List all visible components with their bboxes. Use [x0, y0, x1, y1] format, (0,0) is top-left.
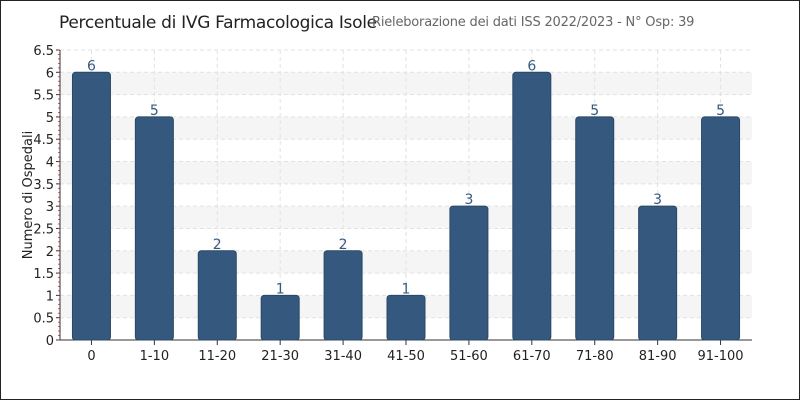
- y-tick-label: 3: [46, 200, 54, 215]
- data-label: 2: [339, 237, 348, 253]
- y-tick-label: 4: [46, 156, 54, 171]
- y-tick-label: 3.5: [33, 178, 54, 193]
- y-tick-label: 1: [46, 289, 54, 304]
- bar: [638, 205, 678, 341]
- bar: [323, 250, 363, 341]
- y-tick-label: 6.5: [33, 44, 54, 59]
- x-tick-label: 11-20: [198, 349, 236, 364]
- chart-subtitle: Rieleborazione dei dati ISS 2022/2023 - …: [372, 15, 695, 30]
- bar: [260, 294, 300, 341]
- data-label: 1: [402, 281, 411, 297]
- x-tick-label: 41-50: [387, 349, 425, 364]
- y-tick-label: 5: [46, 111, 54, 126]
- chart-title: Percentuale di IVG Farmacologica Isole: [59, 13, 377, 33]
- bar: [386, 294, 426, 341]
- x-tick-label: 51-60: [450, 349, 488, 364]
- data-labels: 6 5 2 1 2 1 3 6 5 3 5: [87, 58, 725, 297]
- data-label: 6: [87, 58, 96, 74]
- bar: [512, 71, 552, 341]
- data-label: 2: [213, 237, 222, 253]
- grid-band: [60, 72, 752, 95]
- y-tick-labels: 0 0.5 1 1.5 2 2.5 3 3.5 4 4.5 5 5.5 6 6.5: [33, 44, 54, 349]
- y-axis-label: Numero di Ospedali: [21, 131, 36, 259]
- y-tick-label: 0.5: [33, 312, 54, 327]
- data-label: 6: [527, 58, 536, 74]
- y-tick-label: 2: [46, 245, 54, 260]
- bar: [575, 116, 615, 341]
- x-tick-labels: 0 1-10 11-20 21-30 31-40 41-50 51-60 61-70 71-80…: [87, 349, 743, 364]
- y-tick-label: 0: [46, 334, 54, 349]
- x-tick-label: 1-10: [140, 349, 170, 364]
- x-tick-label: 0: [87, 349, 95, 364]
- y-tick-label: 1.5: [33, 267, 54, 282]
- bar: [134, 116, 174, 341]
- x-tick-label: 91-100: [698, 349, 744, 364]
- bars: [71, 71, 741, 341]
- x-tick-label: 71-80: [576, 349, 614, 364]
- data-label: 5: [590, 103, 599, 119]
- bar: [449, 205, 489, 341]
- x-tick-label: 31-40: [324, 349, 362, 364]
- y-tick-label: 4.5: [33, 133, 54, 148]
- data-label: 5: [150, 103, 159, 119]
- y-tick-label: 6: [46, 66, 54, 81]
- x-tick-label: 21-30: [261, 349, 299, 364]
- bar: [71, 71, 111, 341]
- data-label: 3: [464, 192, 473, 208]
- x-tick-label: 61-70: [513, 349, 551, 364]
- data-label: 3: [653, 192, 662, 208]
- y-tick-label: 5.5: [33, 89, 54, 104]
- bar: [701, 116, 741, 341]
- x-tick-label: 81-90: [639, 349, 677, 364]
- bar: [197, 250, 237, 341]
- y-tick-label: 2.5: [33, 222, 54, 237]
- data-label: 5: [716, 103, 725, 119]
- data-label: 1: [276, 281, 285, 297]
